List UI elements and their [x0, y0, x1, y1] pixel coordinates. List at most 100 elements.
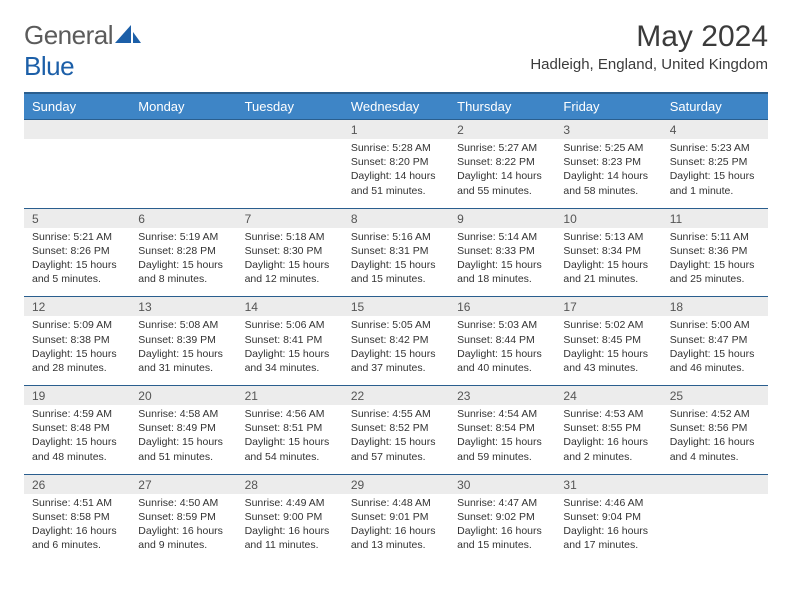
sunrise-text: Sunrise: 4:46 AM [563, 496, 653, 510]
calendar-header-row: SundayMondayTuesdayWednesdayThursdayFrid… [24, 93, 768, 120]
daylight-text: Daylight: 15 hours and 34 minutes. [245, 347, 335, 375]
day-info-cell: Sunrise: 4:51 AMSunset: 8:58 PMDaylight:… [24, 494, 130, 563]
sunset-text: Sunset: 9:00 PM [245, 510, 335, 524]
sunset-text: Sunset: 8:52 PM [351, 421, 441, 435]
day-number-cell: 5 [24, 208, 130, 228]
sunrise-text: Sunrise: 5:05 AM [351, 318, 441, 332]
sunset-text: Sunset: 8:59 PM [138, 510, 228, 524]
day-number-cell: 14 [237, 297, 343, 317]
sunset-text: Sunset: 8:23 PM [563, 155, 653, 169]
sunrise-text: Sunrise: 4:48 AM [351, 496, 441, 510]
day-info-cell: Sunrise: 5:23 AMSunset: 8:25 PMDaylight:… [662, 139, 768, 208]
day-info-cell: Sunrise: 5:11 AMSunset: 8:36 PMDaylight:… [662, 228, 768, 297]
day-info-cell: Sunrise: 5:19 AMSunset: 8:28 PMDaylight:… [130, 228, 236, 297]
day-info-cell: Sunrise: 4:58 AMSunset: 8:49 PMDaylight:… [130, 405, 236, 474]
day-number-cell: 18 [662, 297, 768, 317]
day-number-cell: 30 [449, 474, 555, 494]
day-info-row: Sunrise: 5:28 AMSunset: 8:20 PMDaylight:… [24, 139, 768, 208]
sunrise-text: Sunrise: 5:21 AM [32, 230, 122, 244]
daylight-text: Daylight: 15 hours and 46 minutes. [670, 347, 760, 375]
logo-word-general: General [24, 20, 113, 50]
sunset-text: Sunset: 8:22 PM [457, 155, 547, 169]
daylight-text: Daylight: 16 hours and 13 minutes. [351, 524, 441, 552]
sunrise-text: Sunrise: 4:58 AM [138, 407, 228, 421]
sunset-text: Sunset: 8:30 PM [245, 244, 335, 258]
sunrise-text: Sunrise: 5:08 AM [138, 318, 228, 332]
day-info-cell: Sunrise: 4:46 AMSunset: 9:04 PMDaylight:… [555, 494, 661, 563]
sunset-text: Sunset: 8:56 PM [670, 421, 760, 435]
daylight-text: Daylight: 16 hours and 9 minutes. [138, 524, 228, 552]
day-number-cell: 19 [24, 386, 130, 406]
sunrise-text: Sunrise: 5:02 AM [563, 318, 653, 332]
day-number-cell [24, 120, 130, 140]
day-number-cell: 7 [237, 208, 343, 228]
sunrise-text: Sunrise: 4:56 AM [245, 407, 335, 421]
sunset-text: Sunset: 8:36 PM [670, 244, 760, 258]
daylight-text: Daylight: 14 hours and 55 minutes. [457, 169, 547, 197]
sunrise-text: Sunrise: 4:59 AM [32, 407, 122, 421]
day-number-row: 262728293031 [24, 474, 768, 494]
weekday-header: Tuesday [237, 93, 343, 120]
day-info-cell: Sunrise: 5:02 AMSunset: 8:45 PMDaylight:… [555, 316, 661, 385]
daylight-text: Daylight: 15 hours and 48 minutes. [32, 435, 122, 463]
day-info-cell [24, 139, 130, 208]
daylight-text: Daylight: 15 hours and 40 minutes. [457, 347, 547, 375]
weekday-header: Saturday [662, 93, 768, 120]
sunset-text: Sunset: 8:51 PM [245, 421, 335, 435]
daylight-text: Daylight: 15 hours and 51 minutes. [138, 435, 228, 463]
logo-word-blue: Blue [24, 51, 74, 81]
day-info-cell: Sunrise: 4:50 AMSunset: 8:59 PMDaylight:… [130, 494, 236, 563]
sunset-text: Sunset: 8:54 PM [457, 421, 547, 435]
daylight-text: Daylight: 15 hours and 59 minutes. [457, 435, 547, 463]
sunrise-text: Sunrise: 5:18 AM [245, 230, 335, 244]
title-block: May 2024 Hadleigh, England, United Kingd… [530, 20, 768, 73]
daylight-text: Daylight: 15 hours and 5 minutes. [32, 258, 122, 286]
day-info-cell: Sunrise: 5:14 AMSunset: 8:33 PMDaylight:… [449, 228, 555, 297]
sunrise-text: Sunrise: 5:25 AM [563, 141, 653, 155]
day-number-cell: 15 [343, 297, 449, 317]
page-header: General Blue May 2024 Hadleigh, England,… [24, 20, 768, 82]
daylight-text: Daylight: 16 hours and 15 minutes. [457, 524, 547, 552]
sunrise-text: Sunrise: 5:19 AM [138, 230, 228, 244]
day-info-cell: Sunrise: 4:56 AMSunset: 8:51 PMDaylight:… [237, 405, 343, 474]
month-title: May 2024 [530, 20, 768, 54]
day-info-cell [237, 139, 343, 208]
day-info-cell: Sunrise: 5:28 AMSunset: 8:20 PMDaylight:… [343, 139, 449, 208]
day-info-row: Sunrise: 5:09 AMSunset: 8:38 PMDaylight:… [24, 316, 768, 385]
weekday-header: Friday [555, 93, 661, 120]
sunset-text: Sunset: 8:48 PM [32, 421, 122, 435]
weekday-header: Monday [130, 93, 236, 120]
sunset-text: Sunset: 8:49 PM [138, 421, 228, 435]
daylight-text: Daylight: 15 hours and 54 minutes. [245, 435, 335, 463]
day-number-cell: 25 [662, 386, 768, 406]
sunrise-text: Sunrise: 5:03 AM [457, 318, 547, 332]
day-number-cell: 21 [237, 386, 343, 406]
day-info-cell [130, 139, 236, 208]
sunset-text: Sunset: 8:26 PM [32, 244, 122, 258]
daylight-text: Daylight: 15 hours and 28 minutes. [32, 347, 122, 375]
sunset-text: Sunset: 8:55 PM [563, 421, 653, 435]
sunset-text: Sunset: 8:20 PM [351, 155, 441, 169]
day-info-cell: Sunrise: 4:59 AMSunset: 8:48 PMDaylight:… [24, 405, 130, 474]
daylight-text: Daylight: 16 hours and 2 minutes. [563, 435, 653, 463]
sunset-text: Sunset: 8:44 PM [457, 333, 547, 347]
sunrise-text: Sunrise: 5:11 AM [670, 230, 760, 244]
sunset-text: Sunset: 8:39 PM [138, 333, 228, 347]
day-info-cell: Sunrise: 5:16 AMSunset: 8:31 PMDaylight:… [343, 228, 449, 297]
sunrise-text: Sunrise: 4:50 AM [138, 496, 228, 510]
day-number-cell [662, 474, 768, 494]
day-number-cell: 17 [555, 297, 661, 317]
daylight-text: Daylight: 16 hours and 4 minutes. [670, 435, 760, 463]
sunset-text: Sunset: 8:31 PM [351, 244, 441, 258]
sunrise-text: Sunrise: 5:28 AM [351, 141, 441, 155]
day-number-row: 567891011 [24, 208, 768, 228]
day-info-cell [662, 494, 768, 563]
sunset-text: Sunset: 8:33 PM [457, 244, 547, 258]
day-number-cell: 11 [662, 208, 768, 228]
sunset-text: Sunset: 8:38 PM [32, 333, 122, 347]
daylight-text: Daylight: 15 hours and 15 minutes. [351, 258, 441, 286]
sunrise-text: Sunrise: 5:27 AM [457, 141, 547, 155]
daylight-text: Daylight: 14 hours and 51 minutes. [351, 169, 441, 197]
weekday-header: Wednesday [343, 93, 449, 120]
day-number-cell: 28 [237, 474, 343, 494]
